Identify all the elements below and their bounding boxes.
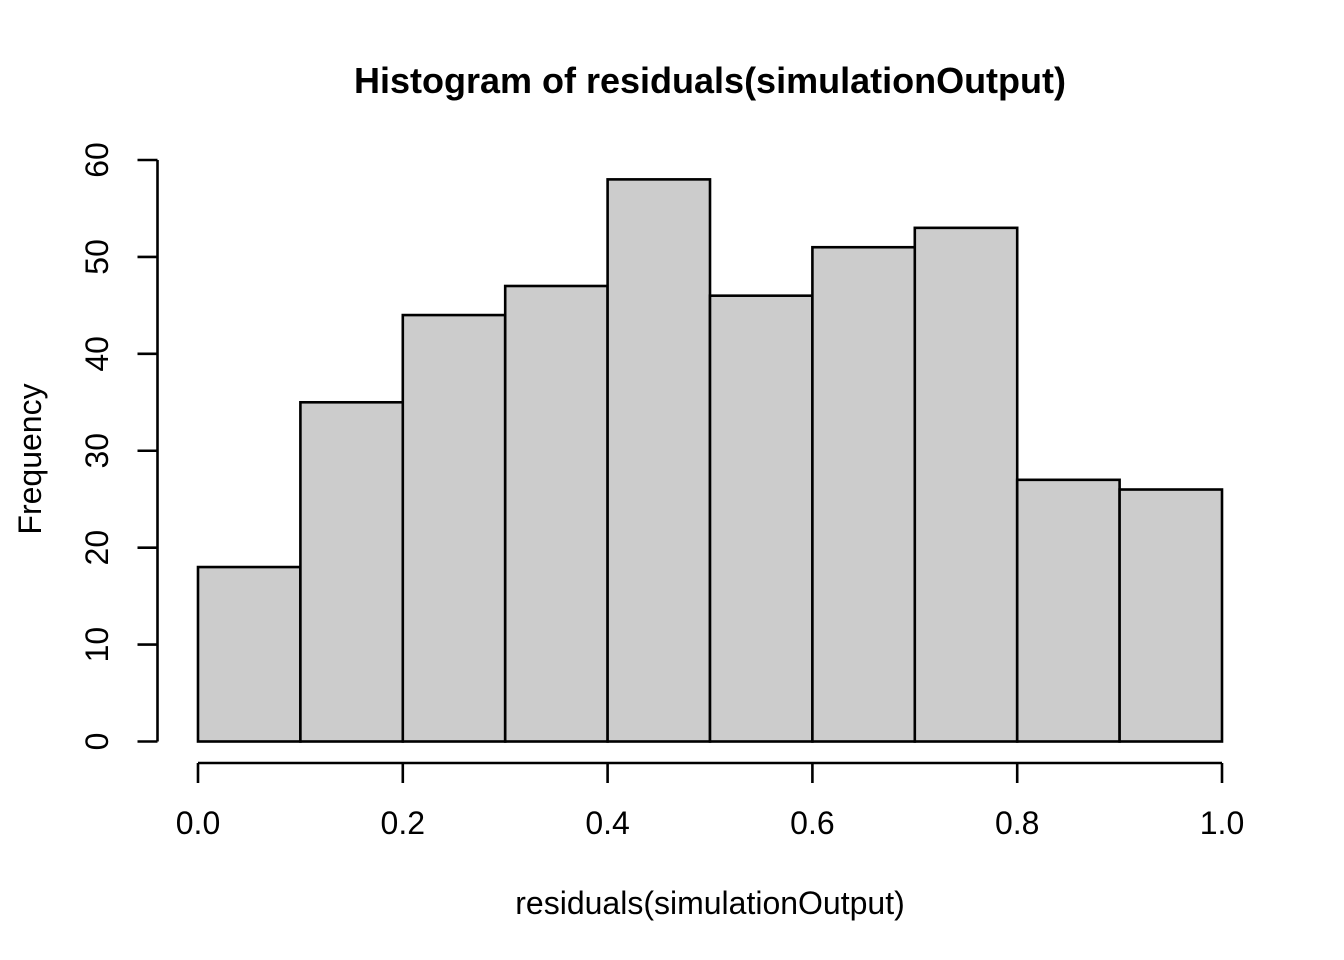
y-tick-label: 0 — [79, 733, 115, 751]
histogram-bar — [1118, 488, 1224, 743]
x-tick-label: 0.4 — [585, 805, 629, 841]
y-tick-label: 20 — [79, 530, 115, 566]
x-tick-label: 0.6 — [790, 805, 834, 841]
y-tick-label: 40 — [79, 336, 115, 372]
histogram-bar — [401, 313, 507, 743]
x-tick-label: 1.0 — [1200, 805, 1244, 841]
x-tick-label: 0.2 — [381, 805, 425, 841]
y-axis-label: Frequency — [12, 383, 48, 535]
histogram-bar — [708, 294, 814, 743]
histogram-bar — [503, 284, 609, 743]
chart-title: Histogram of residuals(simulationOutput) — [353, 60, 1067, 101]
histogram-bar — [606, 178, 712, 743]
y-tick-label: 30 — [79, 433, 115, 469]
histogram-bar — [811, 245, 917, 743]
x-axis-label: residuals(simulationOutput) — [515, 885, 905, 921]
y-tick-label: 50 — [79, 239, 115, 275]
histogram-bar — [913, 226, 1019, 743]
x-tick-label: 0.0 — [176, 805, 220, 841]
histogram-bar — [1015, 478, 1121, 743]
histogram-bar — [196, 565, 302, 743]
y-tick-label: 60 — [79, 142, 115, 178]
y-tick-label: 10 — [79, 627, 115, 663]
histogram-bar — [299, 400, 405, 743]
x-tick-label: 0.8 — [995, 805, 1039, 841]
